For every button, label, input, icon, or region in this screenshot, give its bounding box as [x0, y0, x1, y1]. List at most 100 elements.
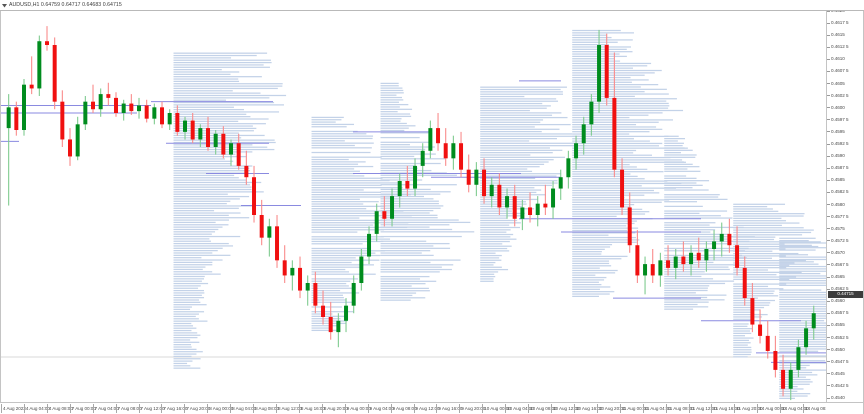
- plot-canvas: [1, 26, 826, 401]
- price-tick-label: 0.4570: [831, 249, 845, 255]
- time-tick-label: 4 Aug 2023: [3, 406, 26, 411]
- time-tick-label: 11 Aug 04:00: [644, 406, 671, 411]
- time-tick-mark: [92, 404, 94, 413]
- price-tick-mark: [827, 83, 830, 85]
- candle: [558, 169, 563, 200]
- time-tick-mark: [757, 404, 759, 413]
- price-tick-mark: [827, 143, 830, 145]
- candle: [673, 249, 678, 280]
- chart-titlebar: AUDUSD,H1 0.64759 0.64717 0.64683 0.6471…: [0, 0, 864, 11]
- candle: [167, 109, 172, 130]
- time-tick-label: 4 Aug 08:00: [48, 406, 73, 411]
- price-tick: 0.4557 5: [827, 310, 863, 317]
- time-tick-mark: [596, 404, 598, 413]
- time-tick-mark: [230, 404, 232, 413]
- time-tick-mark: [46, 404, 48, 413]
- candle: [114, 92, 119, 117]
- candle: [75, 116, 80, 161]
- candle: [765, 320, 770, 359]
- time-tick-mark: [276, 404, 277, 413]
- time-tick: 14 Aug 00:00: [757, 403, 786, 414]
- price-tick: 0.4605: [827, 80, 863, 87]
- time-tick-label: 4 Aug 04:00: [25, 406, 50, 411]
- price-tick: 0.4610: [827, 56, 863, 63]
- candle: [474, 162, 479, 197]
- time-tick: 7 Aug 20:00: [184, 403, 210, 414]
- time-tick-mark: [734, 404, 736, 413]
- candle: [29, 56, 34, 95]
- candle: [152, 103, 157, 125]
- candle: [604, 33, 609, 106]
- time-tick-label: 14 Aug 08:00: [805, 406, 826, 411]
- time-tick: 7 Aug 12:00: [138, 403, 165, 414]
- price-tick-label: 0.4580: [831, 201, 845, 207]
- candle: [367, 226, 372, 265]
- price-tick-label: 0.4565: [831, 274, 845, 280]
- price-tick-label: 0.4567 5: [831, 261, 849, 267]
- price-tick: 0.4597 5: [827, 116, 863, 123]
- candlestick-plot[interactable]: [1, 11, 826, 402]
- candle: [804, 320, 809, 355]
- candle: [221, 126, 226, 159]
- time-tick: 11 Aug 04:00: [642, 403, 671, 414]
- price-tick-mark: [827, 58, 830, 60]
- candle: [704, 241, 709, 272]
- time-tick: 9 Aug 08:00: [390, 403, 417, 414]
- price-tick: 0.4562 5: [827, 286, 863, 293]
- current-price-value: 0.44715: [837, 291, 854, 297]
- time-axis[interactable]: 4 Aug 2023 4 Aug 04:00 4 Aug 08:00 7 Aug 00…: [1, 403, 826, 414]
- price-tick-label: 0.4540: [831, 395, 845, 400]
- candle: [712, 230, 717, 261]
- candle: [137, 97, 142, 119]
- time-tick-label: 7 Aug 08:00: [117, 406, 142, 411]
- time-tick-mark: [367, 404, 369, 413]
- price-tick-mark: [827, 167, 830, 169]
- candle: [229, 139, 234, 166]
- time-tick: 11 Aug 16:00: [711, 403, 740, 414]
- time-tick-label: 11 Aug 08:00: [667, 406, 694, 411]
- candle: [344, 298, 349, 333]
- price-tick-mark: [827, 300, 830, 302]
- price-tick-label: 0.4577 5: [831, 213, 849, 219]
- time-tick-label: 7 Aug 12:00: [140, 406, 165, 411]
- time-tick: 7 Aug 00:00: [69, 403, 96, 414]
- price-tick-mark: [827, 95, 830, 97]
- time-tick: 9 Aug 20:00: [459, 403, 485, 414]
- time-tick-mark: [528, 404, 530, 413]
- time-tick-label: 11 Aug 12:00: [690, 406, 717, 411]
- candle: [451, 135, 456, 170]
- candle: [535, 196, 540, 227]
- candle: [37, 35, 42, 96]
- price-tick: 0.4577 5: [827, 213, 863, 220]
- price-tick: 0.4585: [827, 177, 863, 184]
- candle: [98, 88, 103, 117]
- time-tick-mark: [184, 404, 186, 413]
- time-tick: 8 Aug 12:00: [276, 403, 302, 414]
- triangle-down-icon[interactable]: [0, 0, 9, 11]
- price-tick-label: 0.4600: [831, 104, 845, 110]
- candle: [428, 120, 433, 159]
- price-tick-label: 0.4557 5: [831, 310, 849, 316]
- time-tick: 10 Aug 00:00: [482, 403, 511, 414]
- price-tick-mark: [827, 228, 830, 230]
- candle: [52, 37, 57, 110]
- time-tick-label: 10 Aug 12:00: [553, 406, 580, 411]
- price-tick: 0.4560: [827, 298, 863, 305]
- candle: [581, 116, 586, 155]
- price-tick: 0.4582 5: [827, 189, 863, 196]
- candle: [91, 84, 96, 113]
- price-tick-label: 0.4575: [831, 225, 845, 231]
- price-tick-mark: [827, 397, 830, 399]
- time-tick-mark: [482, 404, 484, 413]
- time-tick: 14 Aug 08:00: [803, 403, 826, 414]
- price-tick-mark: [827, 349, 830, 351]
- price-tick: 0.4602 5: [827, 92, 863, 99]
- time-tick-mark: [253, 404, 255, 413]
- candle: [543, 184, 548, 215]
- price-tick: 0.4555: [827, 322, 863, 329]
- price-tick: 0.4615: [827, 32, 863, 39]
- candle: [6, 94, 11, 206]
- candle: [198, 124, 203, 147]
- candle: [520, 199, 525, 231]
